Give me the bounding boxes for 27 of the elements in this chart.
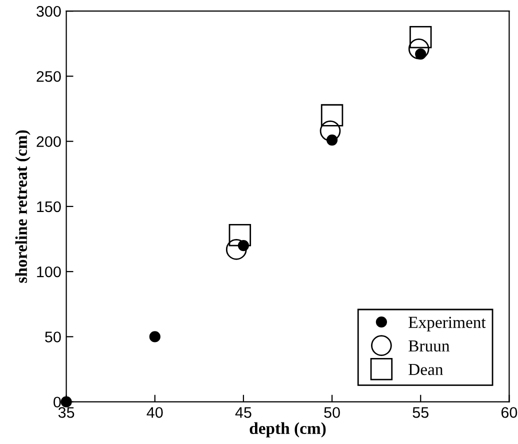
- x-tick-label: 45: [235, 407, 252, 418]
- y-tick-label: 0: [54, 396, 61, 408]
- y-tick-label: 250: [36, 71, 61, 82]
- legend-label: Experiment: [408, 316, 486, 332]
- legend-label: Dean: [408, 364, 444, 376]
- x-axis-title: depth (cm): [250, 422, 326, 438]
- x-tick-label: 50: [324, 407, 340, 418]
- y-tick-label: 150: [37, 201, 61, 212]
- point: [226, 239, 247, 260]
- y-axis-title: shoreline retreat (cm): [15, 130, 30, 283]
- y-tick-label: 200: [36, 136, 61, 148]
- legend-label: Bruun: [408, 340, 450, 352]
- point: [408, 38, 430, 60]
- point: [149, 331, 160, 342]
- point: [320, 104, 344, 126]
- x-tick-label: 35: [58, 407, 74, 418]
- point: [410, 26, 432, 48]
- y-tick-label: 100: [37, 266, 61, 278]
- x-tick-label: 40: [146, 407, 163, 418]
- point: [326, 134, 338, 146]
- y-tick-label: 50: [45, 332, 61, 342]
- x-tick-label: 60: [501, 407, 518, 418]
- point: [238, 240, 250, 252]
- x-tick-label: 55: [412, 407, 428, 418]
- y-tick-label: 300: [36, 6, 61, 17]
- point: [228, 224, 252, 246]
- point: [320, 120, 341, 142]
